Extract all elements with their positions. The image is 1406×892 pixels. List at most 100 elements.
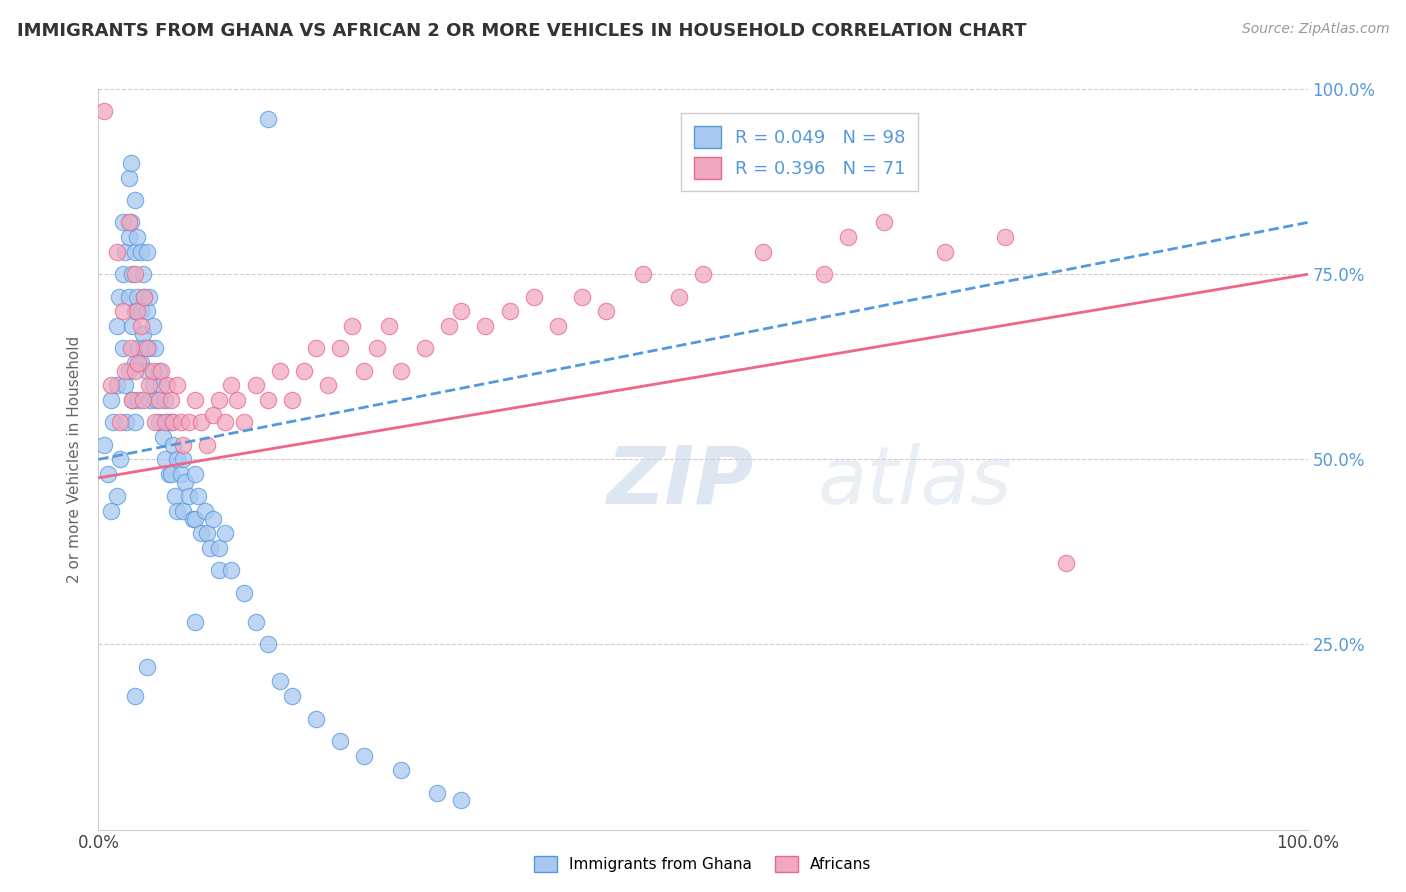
Point [134, 289, 156, 303]
Point [181, 511, 204, 525]
Point [152, 430, 174, 444]
Point [184, 615, 207, 630]
Point [120, 156, 142, 170]
Point [166, 452, 188, 467]
Point [127, 341, 149, 355]
Point [135, 363, 157, 377]
Point [118, 289, 141, 303]
Point [129, 245, 152, 260]
Point [129, 356, 152, 370]
Point [135, 341, 157, 355]
Point [214, 526, 236, 541]
Point [121, 393, 143, 408]
Point [174, 475, 197, 489]
Point [1054, 556, 1077, 570]
Point [208, 564, 231, 578]
Point [111, 341, 134, 355]
Point [389, 363, 412, 377]
Point [245, 378, 267, 392]
Text: ZIP: ZIP [606, 442, 754, 521]
Point [195, 437, 218, 451]
Point [156, 415, 179, 429]
Point [105, 319, 128, 334]
Point [127, 289, 149, 303]
Point [124, 356, 146, 370]
Point [190, 415, 212, 429]
Point [138, 289, 160, 303]
Point [329, 733, 352, 747]
Point [166, 504, 188, 518]
Point [108, 289, 131, 303]
Point [269, 674, 291, 689]
Point [994, 230, 1017, 244]
Point [153, 415, 176, 429]
Point [148, 363, 170, 377]
Point [111, 304, 134, 318]
Point [135, 304, 157, 318]
Point [208, 541, 231, 556]
Point [631, 268, 654, 282]
Point [157, 467, 180, 482]
Point [437, 319, 460, 334]
Point [100, 378, 122, 392]
Point [166, 378, 188, 392]
Point [179, 489, 201, 503]
Point [142, 319, 165, 334]
Point [413, 341, 436, 355]
Point [498, 304, 520, 318]
Point [142, 363, 165, 377]
Point [172, 452, 194, 467]
Point [169, 467, 191, 482]
Point [105, 245, 128, 260]
Point [873, 215, 896, 229]
Point [121, 319, 143, 334]
Point [139, 393, 162, 408]
Point [162, 415, 184, 429]
Point [138, 341, 160, 355]
Point [97, 467, 120, 482]
Point [156, 378, 179, 392]
Point [198, 541, 221, 556]
Point [121, 393, 143, 408]
Point [124, 690, 146, 704]
Point [101, 415, 124, 429]
Point [148, 393, 170, 408]
Point [124, 304, 146, 318]
Point [668, 289, 690, 303]
Point [202, 408, 225, 422]
Point [118, 171, 141, 186]
Point [523, 289, 546, 303]
Point [366, 341, 388, 355]
Point [547, 319, 569, 334]
Point [426, 786, 449, 800]
Point [160, 393, 183, 408]
Point [162, 437, 184, 451]
Point [111, 215, 134, 229]
Point [115, 415, 138, 429]
Point [118, 363, 141, 377]
Point [114, 245, 136, 260]
Point [135, 245, 157, 260]
Point [132, 393, 155, 408]
Point [111, 268, 134, 282]
Point [129, 319, 152, 334]
Point [269, 363, 291, 377]
Point [214, 415, 236, 429]
Point [132, 268, 155, 282]
Point [160, 467, 183, 482]
Legend: R = 0.049   N = 98, R = 0.396   N = 71: R = 0.049 N = 98, R = 0.396 N = 71 [681, 113, 918, 192]
Point [105, 489, 128, 503]
Point [934, 245, 956, 260]
Point [100, 504, 122, 518]
Point [129, 304, 152, 318]
Point [837, 230, 859, 244]
Point [221, 378, 243, 392]
Point [195, 526, 218, 541]
Point [245, 615, 267, 630]
Point [281, 690, 304, 704]
Point [127, 230, 149, 244]
Point [124, 415, 146, 429]
Point [342, 319, 364, 334]
Point [256, 393, 278, 408]
Point [124, 268, 146, 282]
